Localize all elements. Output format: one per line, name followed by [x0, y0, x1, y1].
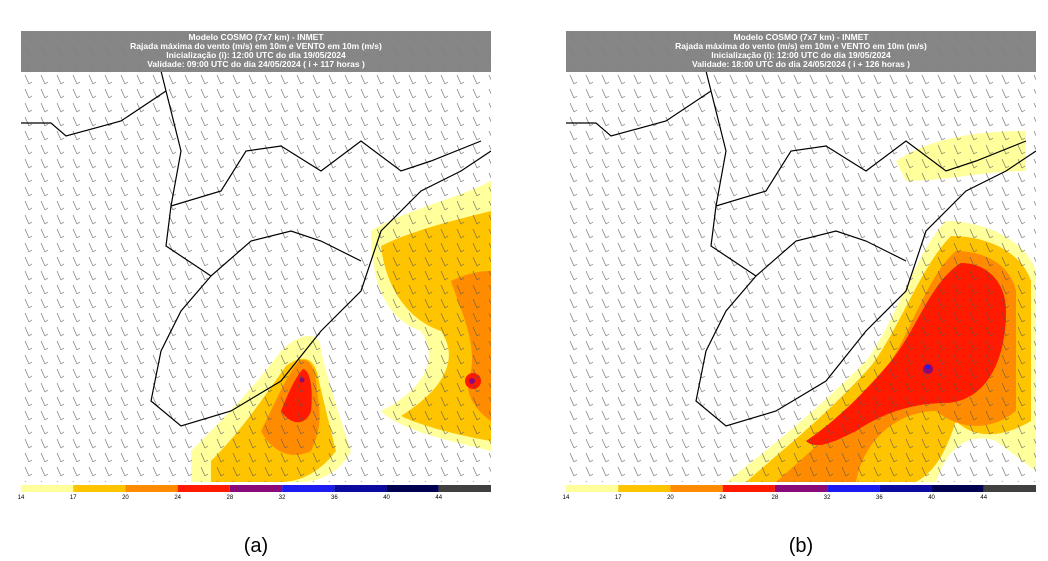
colorbar-segment: [879, 485, 932, 492]
colorbar-label: 20: [122, 495, 129, 501]
colorbar-label: 40: [928, 495, 935, 501]
colorbar-segment: [229, 485, 283, 492]
colorbar-segment: [282, 485, 335, 492]
header-line: Validade: 18:00 UTC do dia 24/05/2024 ( …: [692, 59, 910, 69]
colorbar-label: 32: [824, 495, 831, 501]
colorbar-segment: [566, 485, 619, 492]
colorbar-segment: [73, 485, 126, 492]
colorbar-label: 40: [383, 495, 390, 501]
colorbar-label: 24: [174, 495, 181, 501]
caption: (b): [789, 535, 813, 557]
header-line: Modelo COSMO (7x7 km) - INMET: [188, 32, 324, 42]
header-line: Modelo COSMO (7x7 km) - INMET: [733, 32, 869, 42]
colorbar-label: 36: [331, 495, 338, 501]
colorbar-segment: [334, 485, 387, 492]
colorbar-segment: [21, 485, 74, 492]
colorbar-label: 44: [435, 495, 442, 501]
header-line: Rajada máxima do vento (m/s) em 10m e VE…: [130, 41, 382, 51]
colorbar-label: 28: [772, 495, 779, 501]
caption: (a): [244, 535, 268, 557]
colorbar-segment: [722, 485, 775, 492]
header-line: Validade: 09:00 UTC do dia 24/05/2024 ( …: [147, 59, 365, 69]
header-line: Inicialização (i): 12:00 UTC do dia 19/0…: [711, 50, 891, 60]
header-line: Rajada máxima do vento (m/s) em 10m e VE…: [675, 41, 927, 51]
header-band: [21, 31, 491, 72]
colorbar-segment: [983, 485, 1036, 492]
colorbar-label: 20: [667, 495, 674, 501]
colorbar-label: 14: [563, 495, 570, 501]
header-band: [566, 31, 1036, 72]
colorbar: 14 17 20 24 28 32 36 40 44: [563, 485, 1036, 501]
colorbar-label: 17: [615, 495, 622, 501]
colorbar-label: 44: [980, 495, 987, 501]
colorbar-label: 17: [70, 495, 77, 501]
colorbar-segment: [177, 485, 230, 492]
colorbar: 14 17 20 24 28 32 36 40 44: [18, 485, 491, 501]
colorbar-segment: [618, 485, 671, 492]
colorbar-label: 32: [279, 495, 286, 501]
map-panel: Modelo COSMO (7x7 km) - INMET Rajada máx…: [18, 31, 491, 557]
colorbar-segment: [931, 485, 984, 492]
colorbar-segment: [774, 485, 828, 492]
colorbar-segment: [670, 485, 723, 492]
map-panel: Modelo COSMO (7x7 km) - INMET Rajada máx…: [563, 31, 1036, 557]
colorbar-segment: [827, 485, 880, 492]
colorbar-segment: [438, 485, 491, 492]
header-line: Inicialização (i): 12:00 UTC do dia 19/0…: [166, 50, 346, 60]
colorbar-label: 28: [227, 495, 234, 501]
colorbar-segment: [125, 485, 178, 492]
colorbar-segment: [386, 485, 439, 492]
colorbar-label: 24: [719, 495, 726, 501]
colorbar-label: 36: [876, 495, 883, 501]
colorbar-label: 14: [18, 495, 25, 501]
